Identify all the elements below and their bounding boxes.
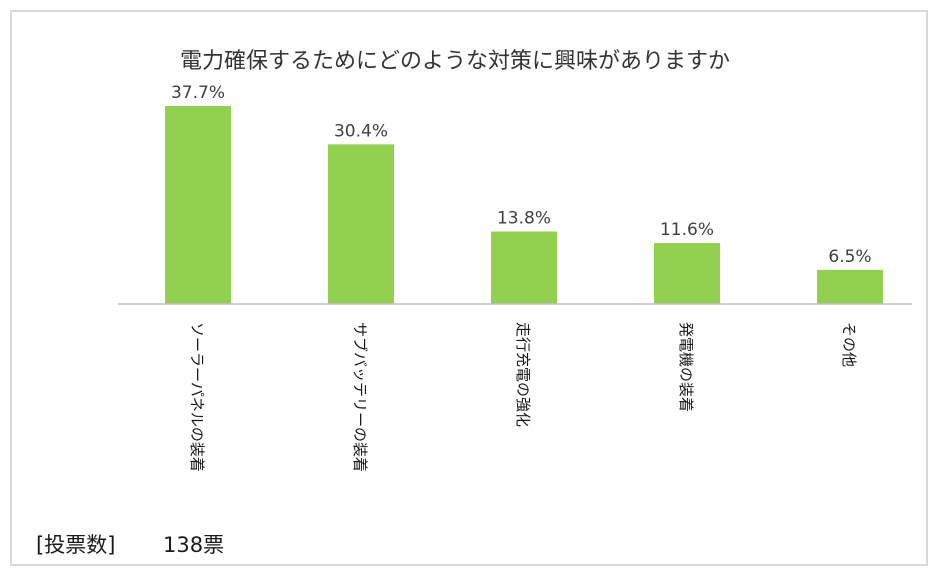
category-labels-group: ソーラーパネルの装着 サブバッテリーの装着 走行充電の強化 発電機の装着 その他 <box>188 322 858 472</box>
vote-count-label: [投票数] <box>36 533 115 557</box>
bar-2 <box>328 144 394 304</box>
chart-frame <box>10 10 928 566</box>
data-label-1: 37.7% <box>171 83 225 103</box>
bar-3 <box>491 231 557 304</box>
bars-group <box>165 106 883 304</box>
category-label-2: サブバッテリーの装着 <box>351 322 369 472</box>
bar-5 <box>817 269 883 304</box>
data-labels-group: 37.7% 30.4% 13.8% 11.6% 6.5% <box>171 83 872 267</box>
bar-1 <box>165 106 231 304</box>
data-label-2: 30.4% <box>334 121 388 141</box>
data-label-5: 6.5% <box>828 247 871 267</box>
category-label-5: その他 <box>840 322 858 367</box>
data-label-4: 11.6% <box>660 220 714 240</box>
vote-count-value: 138票 <box>163 533 224 557</box>
data-label-3: 13.8% <box>497 209 551 229</box>
category-label-4: 発電機の装着 <box>677 322 695 412</box>
chart-title: 電力確保するためにどのような対策に興味がありますか <box>180 49 730 74</box>
bar-4 <box>654 243 720 304</box>
category-label-3: 走行充電の強化 <box>514 322 532 427</box>
category-label-1: ソーラーパネルの装着 <box>188 322 206 472</box>
